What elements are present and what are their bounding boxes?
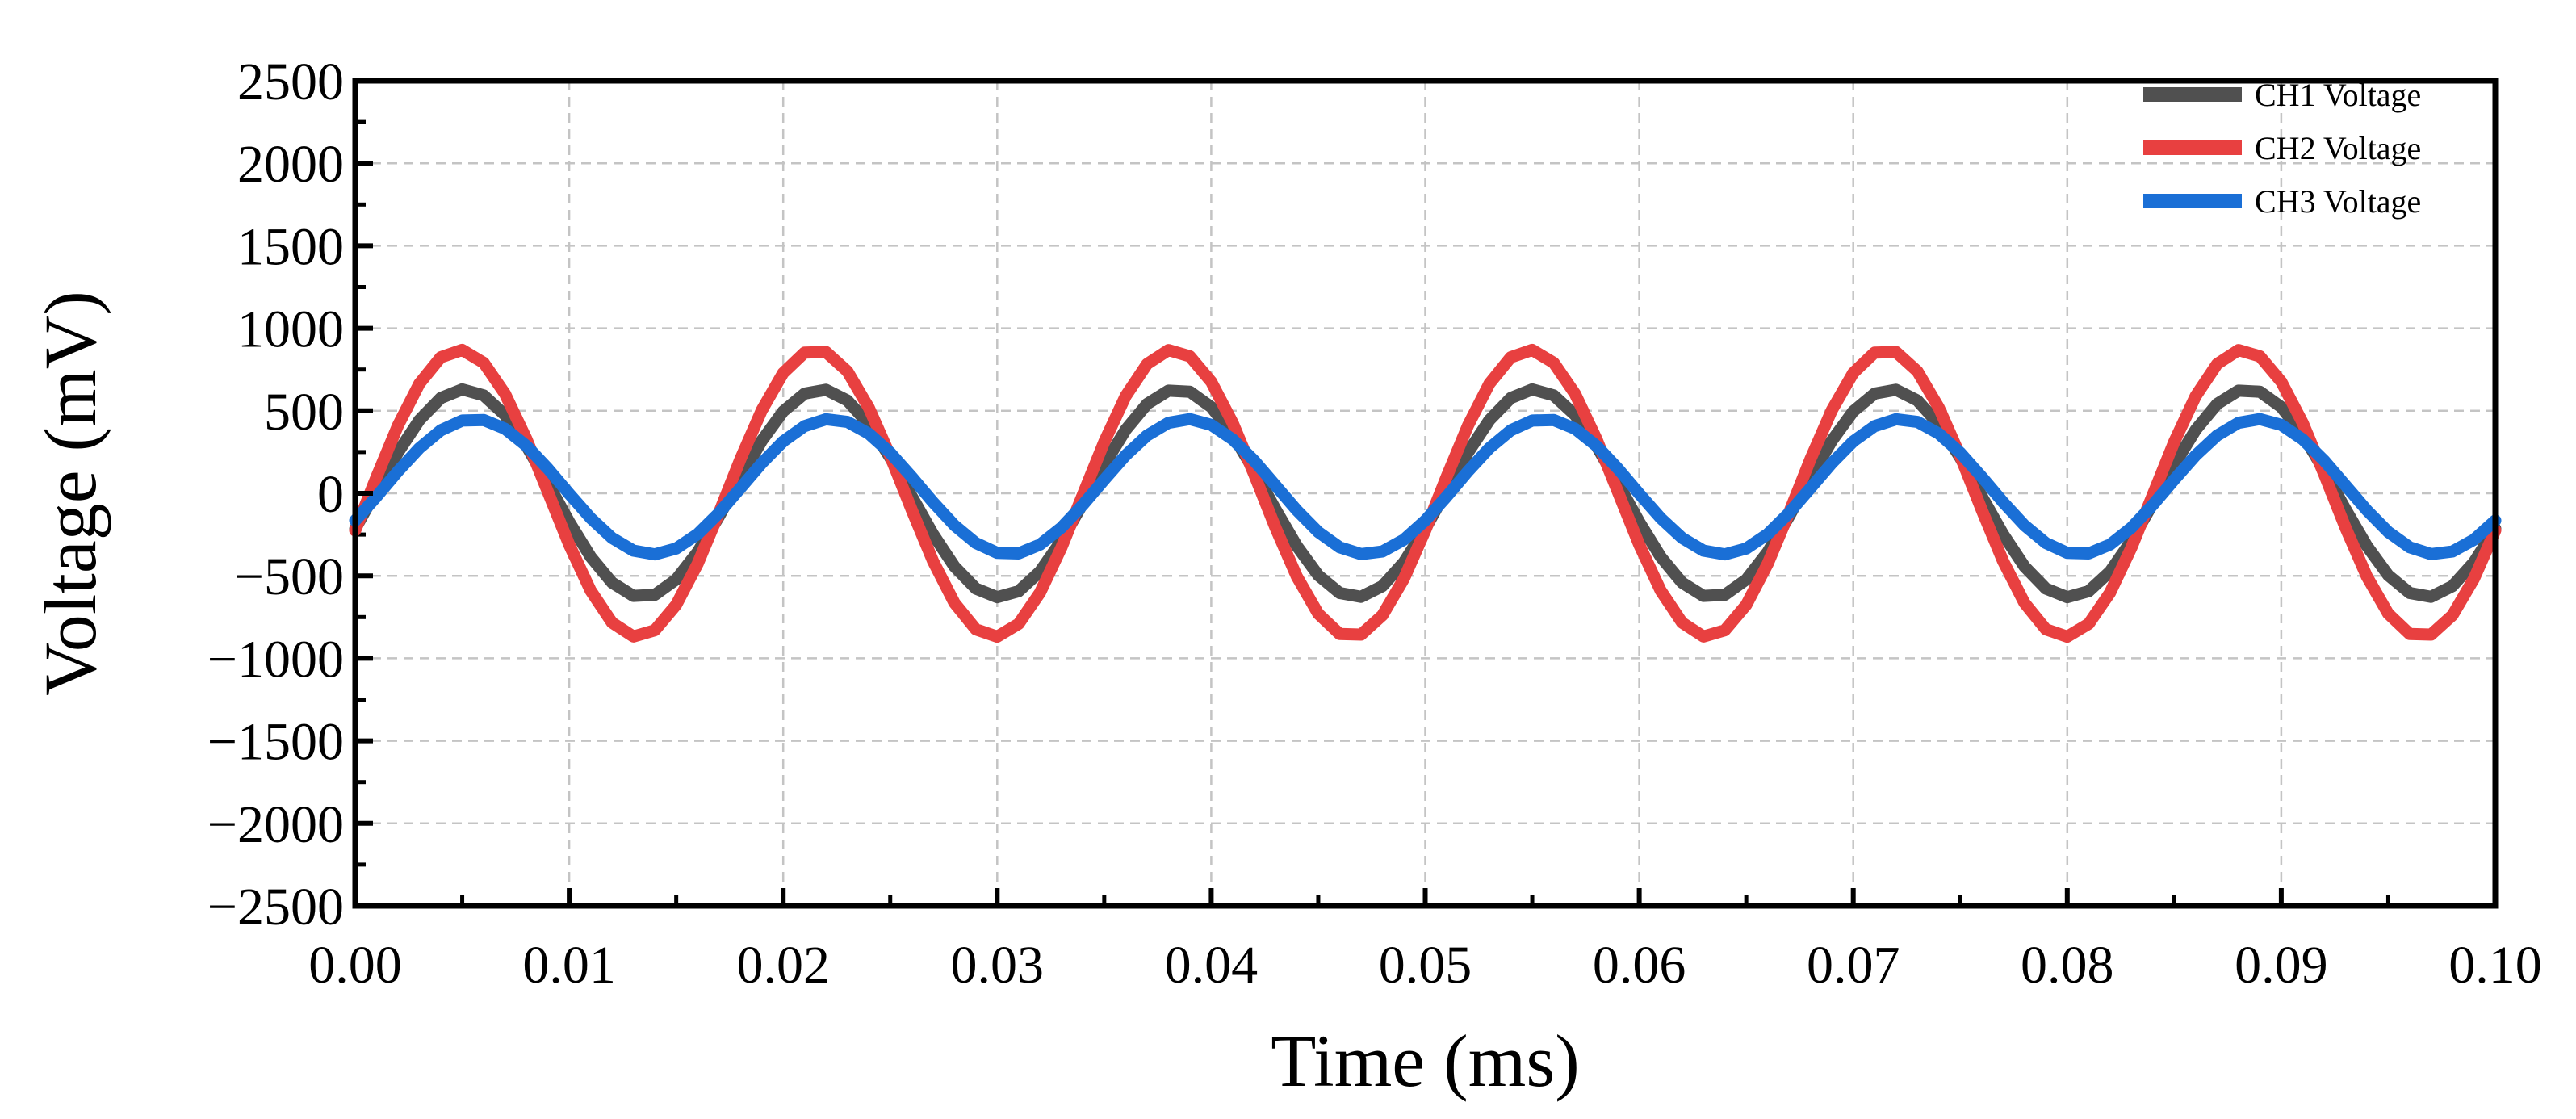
x-tick-label: 0.05 (1379, 936, 1472, 995)
y-tick-label: 2000 (237, 135, 344, 194)
legend-label-ch3: CH3 Voltage (2255, 183, 2421, 220)
y-tick-label: −2500 (207, 878, 344, 937)
y-tick-label: −2000 (207, 795, 344, 854)
x-tick-label: 0.10 (2448, 936, 2542, 995)
y-tick-label: −1500 (207, 713, 344, 772)
y-axis-title: Voltage (mV) (29, 291, 111, 696)
x-tick-labels: 0.00 0.01 0.02 0.03 0.04 0.05 0.06 0.07 0.08 0.09… (308, 936, 2542, 995)
series-lines (349, 343, 2502, 643)
series-line-ch3 (349, 413, 2502, 561)
y-tick-label: 500 (264, 383, 344, 442)
y-tick-label: −500 (234, 547, 344, 606)
x-tick-label: 0.01 (522, 936, 616, 995)
legend-label-ch2: CH2 Voltage (2255, 130, 2421, 166)
y-tick-labels: 2500 2000 1500 1000 500 0 −500 −1000 −1500 −2000 −… (207, 52, 344, 937)
x-tick-label: 0.02 (736, 936, 830, 995)
x-tick-label: 0.00 (308, 936, 402, 995)
legend-label-ch1: CH1 Voltage (2255, 77, 2421, 113)
y-tick-label: 1500 (237, 217, 344, 276)
y-tick-label: 1000 (237, 300, 344, 359)
x-tick-label: 0.09 (2235, 936, 2328, 995)
minor-ticks (355, 119, 2390, 906)
x-tick-label: 0.08 (2021, 936, 2114, 995)
legend: CH1 Voltage CH2 Voltage CH3 Voltage (2143, 77, 2421, 220)
y-tick-label: 2500 (237, 52, 344, 111)
x-tick-label: 0.04 (1165, 936, 1259, 995)
y-tick-label: 0 (317, 465, 344, 524)
x-axis-title: Time (ms) (1271, 1020, 1580, 1102)
major-ticks (353, 78, 2498, 908)
y-tick-label: −1000 (207, 630, 344, 689)
x-tick-label: 0.03 (951, 936, 1045, 995)
series-line-ch2 (349, 343, 2502, 643)
x-tick-label: 0.06 (1593, 936, 1686, 995)
x-tick-label: 0.07 (1807, 936, 1900, 995)
grid (355, 81, 2495, 906)
